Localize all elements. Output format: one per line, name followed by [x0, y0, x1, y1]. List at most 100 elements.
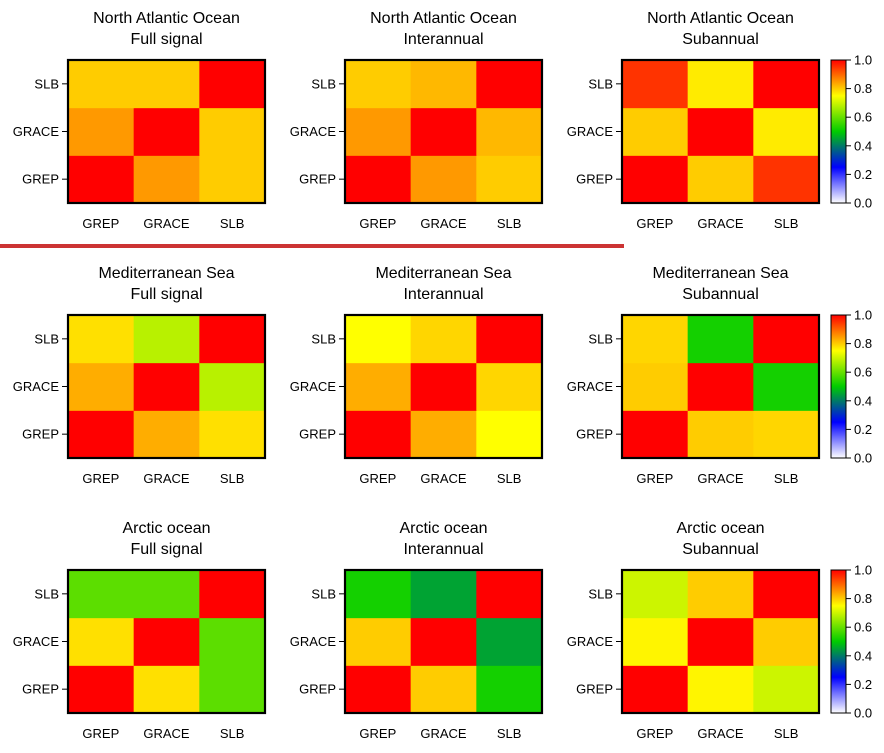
heatmap-cell [345, 362, 412, 411]
y-tick-label: GRACE [13, 379, 60, 394]
x-tick-label: GRACE [697, 471, 744, 486]
heatmap-cell [68, 665, 135, 714]
heatmap-cell [476, 155, 543, 204]
colorbar-tick-label: 1.0 [854, 563, 872, 578]
panel-subtitle: Subannual [682, 286, 759, 303]
x-tick-label: SLB [774, 216, 799, 231]
panel-subtitle: Subannual [682, 31, 759, 48]
heatmap-cell [753, 362, 820, 411]
x-tick-label: GREP [359, 216, 396, 231]
heatmap-cell [622, 362, 689, 411]
x-tick-label: GREP [636, 216, 673, 231]
heatmap-cell [68, 60, 135, 109]
heatmap-cell [753, 107, 820, 156]
colorbar-tick-label: 0.4 [854, 393, 872, 408]
y-tick-label: GRACE [290, 124, 337, 139]
colorbar-tick-label: 0.4 [854, 648, 872, 663]
region-divider [0, 244, 624, 248]
heatmap-cell [410, 665, 477, 714]
heatmap-cell [345, 617, 412, 666]
heatmap-panel: Mediterranean Sea Subannual GREP GRACE SLB GR… [567, 265, 821, 486]
colorbar-tick-label: 0.0 [854, 196, 872, 211]
heatmap-cell [345, 60, 412, 109]
y-tick-label: SLB [311, 76, 336, 91]
colorbar-tick-label: 0.0 [854, 451, 872, 466]
heatmap-cell [622, 60, 689, 109]
heatmap-cell [199, 665, 266, 714]
heatmap-cell [410, 362, 477, 411]
heatmap-cell [68, 362, 135, 411]
heatmap-cell [410, 60, 477, 109]
y-tick-label: GRACE [567, 379, 614, 394]
heatmap-cell [68, 315, 135, 364]
x-tick-label: SLB [220, 471, 245, 486]
x-tick-label: GRACE [697, 216, 744, 231]
y-tick-label: GRACE [290, 379, 337, 394]
heatmap-cell [133, 107, 200, 156]
y-tick-label: GREP [576, 682, 613, 697]
heatmap-cell [476, 315, 543, 364]
heatmap-cell [133, 315, 200, 364]
heatmap-cell [199, 410, 266, 459]
x-tick-label: GREP [636, 471, 673, 486]
x-tick-label: SLB [497, 216, 522, 231]
y-tick-label: SLB [34, 586, 59, 601]
heatmap-cell [476, 617, 543, 666]
x-tick-label: GRACE [143, 726, 190, 741]
y-tick-label: GRACE [290, 634, 337, 649]
heatmap-cell [345, 410, 412, 459]
y-tick-label: GREP [299, 682, 336, 697]
panel-title: Arctic ocean [676, 520, 764, 537]
x-tick-label: GREP [359, 471, 396, 486]
y-tick-label: SLB [311, 586, 336, 601]
colorbar: 0.0 0.2 0.4 0.6 0.8 1.0 [830, 563, 872, 721]
y-tick-label: GRACE [567, 634, 614, 649]
panel-subtitle: Interannual [403, 541, 483, 558]
heatmap-cell [622, 107, 689, 156]
heatmap-panel: Mediterranean Sea Interannual GREP GRACE SLB… [290, 265, 544, 486]
colorbar-tick-label: 0.6 [854, 620, 872, 635]
heatmap-cell [476, 60, 543, 109]
heatmap-cell [68, 155, 135, 204]
heatmap-cell [687, 107, 754, 156]
heatmap-cell [68, 410, 135, 459]
colorbar-tick-label: 0.8 [854, 81, 872, 96]
heatmap-cell [687, 410, 754, 459]
y-tick-label: SLB [34, 76, 59, 91]
heatmap-panel: Arctic ocean Interannual GREP GRACE SLB GREP G… [290, 520, 544, 741]
panel-title: North Atlantic Ocean [93, 10, 240, 27]
colorbar-frame [830, 314, 847, 459]
colorbar-tick-label: 0.0 [854, 706, 872, 721]
heatmap-cell [345, 107, 412, 156]
heatmap-cell [410, 315, 477, 364]
y-tick-label: SLB [311, 331, 336, 346]
heatmap-cell [687, 315, 754, 364]
x-tick-label: GREP [82, 216, 119, 231]
x-tick-label: GRACE [420, 471, 467, 486]
heatmap-panel: Arctic ocean Subannual GREP GRACE SLB GREP GRA… [567, 520, 821, 741]
heatmap-cell [687, 362, 754, 411]
heatmap-cell [687, 665, 754, 714]
heatmap-cell [753, 617, 820, 666]
heatmap-panel: Mediterranean Sea Full signal GREP GRACE SLB… [13, 265, 267, 486]
y-tick-label: GRACE [13, 634, 60, 649]
heatmap-cell [199, 570, 266, 619]
colorbar-tick-label: 1.0 [854, 308, 872, 323]
heatmap-cell [68, 617, 135, 666]
heatmap-panels: North Atlantic Ocean Full signal GREP GRACE… [13, 10, 821, 741]
colorbar-frame [830, 569, 847, 714]
y-tick-label: SLB [588, 76, 613, 91]
panel-subtitle: Subannual [682, 541, 759, 558]
heatmap-cell [133, 617, 200, 666]
x-tick-label: GRACE [420, 216, 467, 231]
panel-title: Mediterranean Sea [652, 265, 788, 282]
heatmap-cell [199, 107, 266, 156]
heatmap-cell [133, 570, 200, 619]
colorbar-tick-label: 0.2 [854, 677, 872, 692]
x-tick-label: GREP [82, 471, 119, 486]
heatmap-cell [133, 362, 200, 411]
panel-subtitle: Full signal [130, 541, 202, 558]
y-tick-label: SLB [588, 331, 613, 346]
heatmap-cell [753, 410, 820, 459]
